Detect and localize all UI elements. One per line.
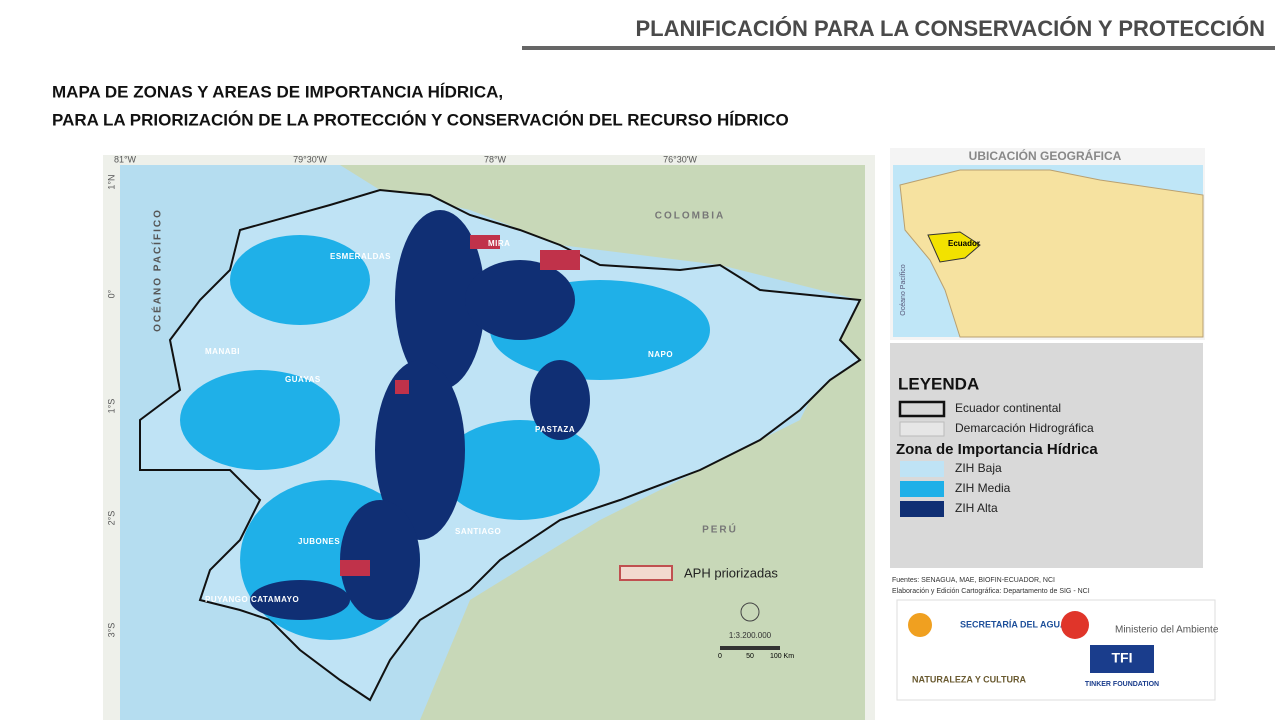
logo-icon <box>908 613 932 637</box>
legend-item: ZIH Alta <box>955 501 998 515</box>
region-label: SANTIAGO <box>455 527 501 536</box>
coord-label: 78°W <box>484 154 507 164</box>
header-rule <box>522 46 1275 50</box>
region-label: NAPO <box>648 350 673 359</box>
scale-bar <box>720 646 780 650</box>
logo-text: TINKER FOUNDATION <box>1085 681 1159 688</box>
logo-text: NATURALEZA Y CULTURA <box>912 674 1026 684</box>
scale-ratio: 1:3.200.000 <box>729 631 772 640</box>
coord-label: 81°W <box>114 154 137 164</box>
scale-tick: 0 <box>718 653 722 660</box>
logo-text: Ministerio del Ambiente <box>1115 625 1219 636</box>
coord-label: 0° <box>106 289 116 298</box>
subtitle: PARA LA PRIORIZACIÓN DE LA PROTECCIÓN Y … <box>52 110 789 129</box>
inset-label: Ecuador <box>948 239 980 248</box>
country-label: PERÚ <box>702 523 738 536</box>
legend-item: Demarcación Hidrográfica <box>955 421 1094 435</box>
legend-swatch <box>900 501 944 517</box>
region-label: PASTAZA <box>535 425 575 434</box>
logo-icon <box>1061 611 1089 639</box>
legend: LEYENDA Ecuador continental Demarcación … <box>890 343 1203 568</box>
coord-label: 79°30'W <box>293 154 327 164</box>
region-label: GUAYAS <box>285 375 321 384</box>
header-title: PLANIFICACIÓN PARA LA CONSERVACIÓN Y PRO… <box>636 16 1266 41</box>
zih-alta <box>250 210 590 620</box>
aph-areas <box>340 235 580 576</box>
legend-title: LEYENDA <box>898 374 979 393</box>
logo-panel <box>896 599 1216 701</box>
region-label: ESMERALDAS <box>330 252 391 261</box>
ocean-label: OCÉANO PACÍFICO <box>151 208 164 332</box>
logo-icon <box>1090 645 1154 673</box>
legend-swatch <box>899 421 945 437</box>
aph-label: APH priorizadas <box>684 565 778 580</box>
subtitle: MAPA DE ZONAS Y AREAS DE IMPORTANCIA HÍD… <box>52 82 503 101</box>
inset-ocean-label: Océano Pacífico <box>900 264 907 315</box>
logos: SECRETARÍA DEL AGUA Ministerio del Ambie… <box>896 599 1219 701</box>
logo-text: SECRETARÍA DEL AGUA <box>960 619 1067 629</box>
legend-swatch <box>900 481 944 497</box>
inset-ecuador <box>927 231 981 263</box>
region-label: MIRA <box>488 239 510 248</box>
inset-land <box>899 169 1204 338</box>
source: Elaboración y Edición Cartográfica: Depa… <box>892 588 1090 595</box>
legend-swatch <box>900 461 944 477</box>
legend-subtitle: Zona de Importancia Hídrica <box>896 441 1098 458</box>
coord-label: 1°S <box>106 399 116 414</box>
region-label: MANABI <box>205 347 240 356</box>
region-label: PUYANGO CATAMAYO <box>205 595 299 604</box>
legend-item: Ecuador continental <box>955 401 1061 415</box>
inset-title: UBICACIÓN GEOGRÁFICA <box>969 148 1122 163</box>
coord-label: 3°S <box>106 623 116 638</box>
legend-item: ZIH Media <box>955 481 1011 495</box>
legend-swatch <box>898 400 946 418</box>
legend-frame <box>890 343 1203 568</box>
coord-label: 1°N <box>106 174 116 189</box>
source: Fuentes: SENAGUA, MAE, BIOFIN-ECUADOR, N… <box>892 577 1055 584</box>
aph-swatch <box>619 565 673 581</box>
map: OCÉANO PACÍFICO COLOMBIA PERÚ MIRA ESMER… <box>103 154 875 720</box>
coord-label: 76°30'W <box>663 154 697 164</box>
north-arrow <box>740 602 760 622</box>
coord-label: 2°S <box>106 511 116 526</box>
country-label: COLOMBIA <box>655 211 725 222</box>
scale-tick: 100 Km <box>770 653 794 660</box>
scale-tick: 50 <box>746 653 754 660</box>
region-label: JUBONES <box>298 537 340 546</box>
land <box>340 165 865 720</box>
inset: UBICACIÓN GEOGRÁFICA Ecuador Océano Pací… <box>890 148 1205 340</box>
legend-item: ZIH Baja <box>955 461 1002 475</box>
logo-text: TFI <box>1112 650 1133 666</box>
